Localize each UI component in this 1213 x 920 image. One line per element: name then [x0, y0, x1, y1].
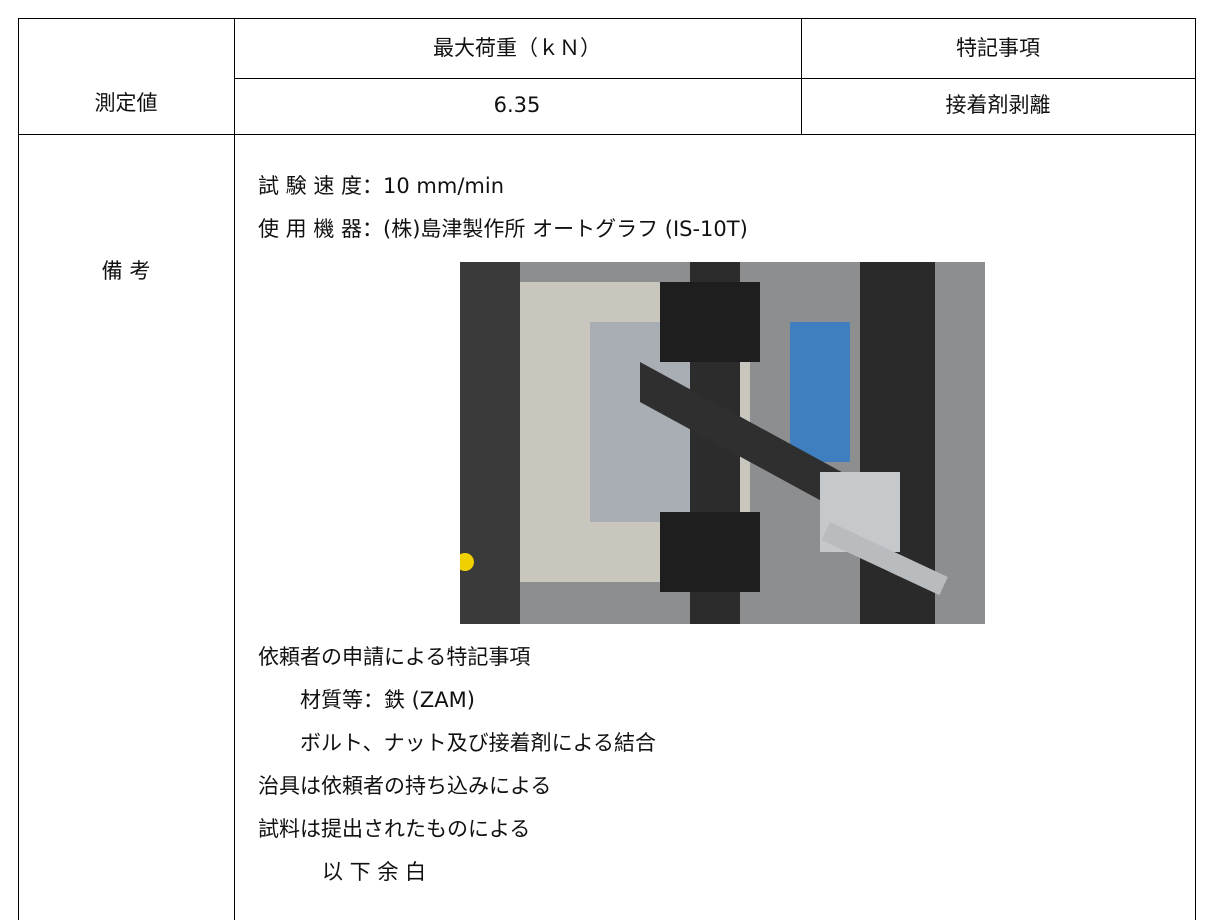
note: 治具は依頼者の持ち込みによる: [258, 774, 552, 798]
row-label: 備 考: [101, 259, 151, 283]
border: [234, 78, 1196, 79]
border: [234, 18, 235, 920]
border: [18, 134, 1196, 135]
note: ボルト、ナット及び接着剤による結合: [300, 731, 656, 755]
note: 試料は提出されたものによる: [258, 817, 531, 841]
border: [801, 18, 802, 134]
photo: [460, 262, 985, 624]
condition: 試 験 速 度：10 mm/min: [258, 174, 505, 198]
note: 以 下 余 白: [322, 860, 427, 884]
note: 材質等：鉄 (ZAM): [300, 688, 475, 712]
column-header: 最大荷重（ｋＮ）: [433, 36, 601, 60]
condition: 使 用 機 器：(株)島津製作所 オートグラフ (IS-10T): [258, 217, 748, 241]
border: [1195, 18, 1196, 920]
row-label: 測定値: [94, 91, 158, 115]
cell-value: 6.35: [493, 93, 541, 117]
note: 依頼者の申請による特記事項: [258, 645, 531, 669]
border: [18, 18, 19, 920]
border: [18, 18, 1196, 19]
cell-value: 接着剤剥離: [945, 93, 1051, 117]
column-header: 特記事項: [956, 36, 1040, 60]
